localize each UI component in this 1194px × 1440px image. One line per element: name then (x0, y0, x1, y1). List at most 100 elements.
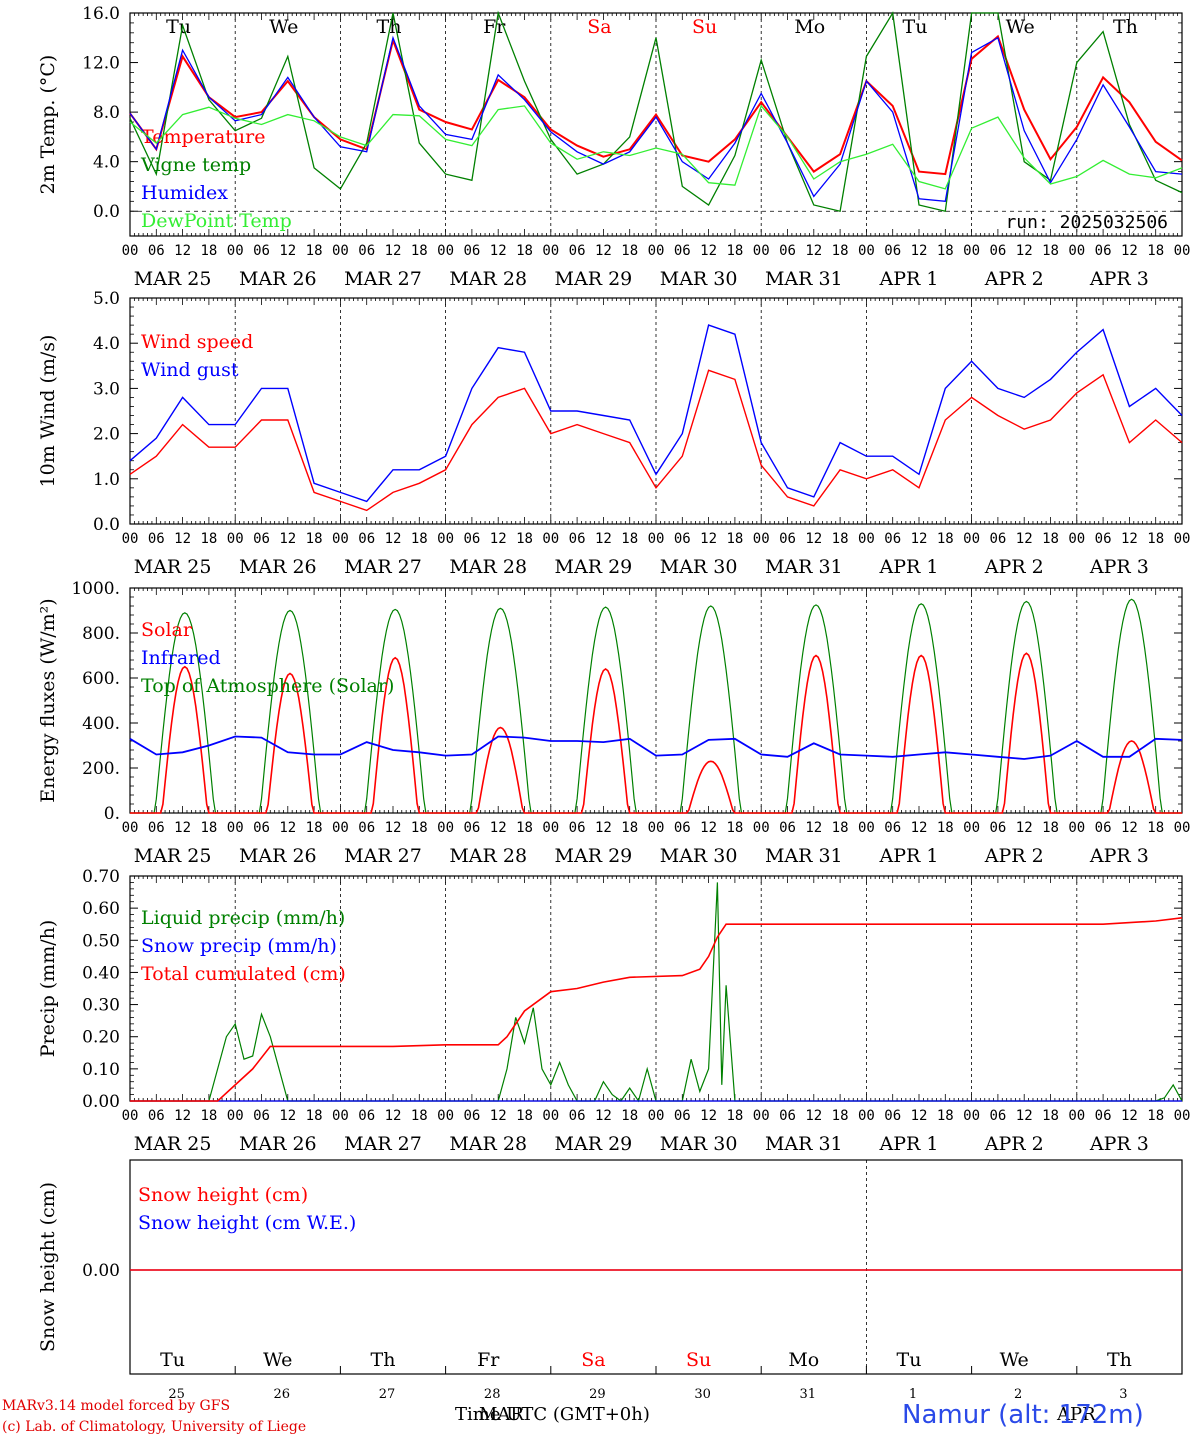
hour-tick-label: 06 (569, 820, 586, 836)
date-label: MAR 31 (765, 845, 843, 867)
series-line (129, 369, 1183, 512)
hour-tick-label: 06 (779, 1108, 796, 1124)
hour-tick-label: 12 (700, 243, 717, 259)
hour-tick-label: 18 (726, 1108, 743, 1124)
hour-tick-label: 06 (884, 820, 901, 836)
date-label: MAR 28 (449, 1133, 527, 1155)
date-label: APR 1 (879, 556, 939, 578)
day-number-label: 25 (168, 1387, 185, 1402)
hour-tick-label: 00 (437, 820, 454, 836)
hour-tick-label: 18 (1042, 820, 1059, 836)
hour-tick-label: 06 (253, 531, 270, 547)
hour-tick-label: 12 (174, 820, 191, 836)
hour-tick-label: 06 (884, 531, 901, 547)
hour-tick-label: 00 (753, 243, 770, 259)
date-label: MAR 29 (555, 1133, 633, 1155)
date-label: MAR 25 (134, 1133, 212, 1155)
hour-tick-label: 18 (411, 531, 428, 547)
date-label: APR 3 (1089, 556, 1149, 578)
legend-entry: Top of Atmosphere (Solar) (141, 675, 394, 697)
hour-tick-label: 18 (832, 531, 849, 547)
date-label: MAR 26 (239, 268, 317, 290)
weekday-label: Tu (166, 16, 191, 38)
series-line (129, 10, 1183, 212)
hour-tick-label: 06 (884, 1108, 901, 1124)
hour-tick-label: 00 (332, 531, 349, 547)
legend-entry: Wind gust (141, 359, 239, 381)
date-label: MAR 27 (344, 556, 422, 578)
series-line (130, 917, 1183, 1102)
hour-tick-label: 18 (516, 1108, 533, 1124)
legend-entry: Snow height (cm) (138, 1184, 308, 1206)
hour-tick-label: 18 (1147, 531, 1164, 547)
legend-entry: Total cumulated (cm) (141, 963, 346, 985)
hour-tick-label: 18 (832, 820, 849, 836)
hour-tick-label: 12 (1121, 820, 1138, 836)
hour-tick-label: 00 (122, 820, 139, 836)
hour-tick-label: 18 (306, 243, 323, 259)
y-tick-label: 0.10 (82, 1060, 120, 1080)
hour-tick-label: 06 (253, 820, 270, 836)
hour-tick-label: 00 (648, 531, 665, 547)
hour-tick-label: 12 (805, 820, 822, 836)
date-label: MAR 30 (660, 845, 738, 867)
hour-tick-label: 06 (989, 1108, 1006, 1124)
date-label: MAR 26 (239, 1133, 317, 1155)
weekday-label: Th (1107, 1349, 1132, 1371)
hour-tick-label: 00 (963, 243, 980, 259)
y-tick-label: 0.70 (82, 867, 120, 887)
hour-tick-label: 18 (200, 531, 217, 547)
series-line (129, 35, 1183, 203)
hour-tick-label: 06 (674, 531, 691, 547)
hour-tick-label: 00 (753, 820, 770, 836)
hour-tick-label: 00 (753, 531, 770, 547)
day-number-label: 2 (1014, 1387, 1022, 1402)
y-tick-label: 3.0 (93, 379, 120, 399)
legend-entry: Snow precip (mm/h) (141, 935, 337, 957)
hour-tick-label: 18 (200, 820, 217, 836)
legend-entry: Infrared (141, 647, 221, 669)
series-line (129, 324, 1183, 503)
date-label: MAR 29 (555, 556, 633, 578)
y-tick-label: 0.50 (82, 931, 120, 951)
solar-line (130, 652, 1182, 814)
hour-tick-label: 18 (306, 1108, 323, 1124)
hour-tick-label: 00 (753, 1108, 770, 1124)
date-label: MAR 28 (449, 268, 527, 290)
hour-tick-label: 06 (1095, 243, 1112, 259)
y-tick-label: 5.0 (93, 289, 120, 309)
date-label: MAR 25 (134, 845, 212, 867)
day-number-label: 27 (379, 1387, 396, 1402)
hour-tick-label: 06 (674, 243, 691, 259)
hour-tick-label: 00 (122, 1108, 139, 1124)
hour-tick-label: 12 (385, 243, 402, 259)
y-tick-label: 800. (82, 624, 120, 644)
hour-tick-label: 18 (1042, 531, 1059, 547)
weekday-label: Mo (794, 16, 825, 38)
date-label: MAR 30 (660, 268, 738, 290)
y-tick-label: 0.0 (93, 515, 120, 535)
hour-tick-label: 00 (437, 531, 454, 547)
hour-tick-label: 12 (1016, 1108, 1033, 1124)
hour-tick-label: 06 (463, 243, 480, 259)
hour-tick-label: 12 (174, 531, 191, 547)
month-label-apr: APR (1057, 1404, 1096, 1425)
run-label: run: 2025032506 (1005, 212, 1168, 233)
hour-tick-label: 12 (1121, 1108, 1138, 1124)
panel-frame (129, 12, 1183, 237)
hour-tick-label: 12 (595, 820, 612, 836)
date-label: MAR 27 (344, 268, 422, 290)
hour-tick-label: 06 (569, 1108, 586, 1124)
hour-tick-label: 12 (385, 820, 402, 836)
hour-tick-label: 06 (989, 820, 1006, 836)
hour-tick-label: 12 (279, 1108, 296, 1124)
weekday-label: We (269, 16, 298, 38)
hour-tick-label: 18 (621, 820, 638, 836)
day-number-label: 3 (1119, 1387, 1127, 1402)
date-label: MAR 31 (765, 556, 843, 578)
hour-tick-label: 00 (1068, 243, 1085, 259)
hour-tick-label: 18 (1042, 1108, 1059, 1124)
hour-tick-label: 12 (595, 531, 612, 547)
hour-tick-label: 06 (148, 1108, 165, 1124)
legend-entry: Wind speed (141, 331, 253, 353)
